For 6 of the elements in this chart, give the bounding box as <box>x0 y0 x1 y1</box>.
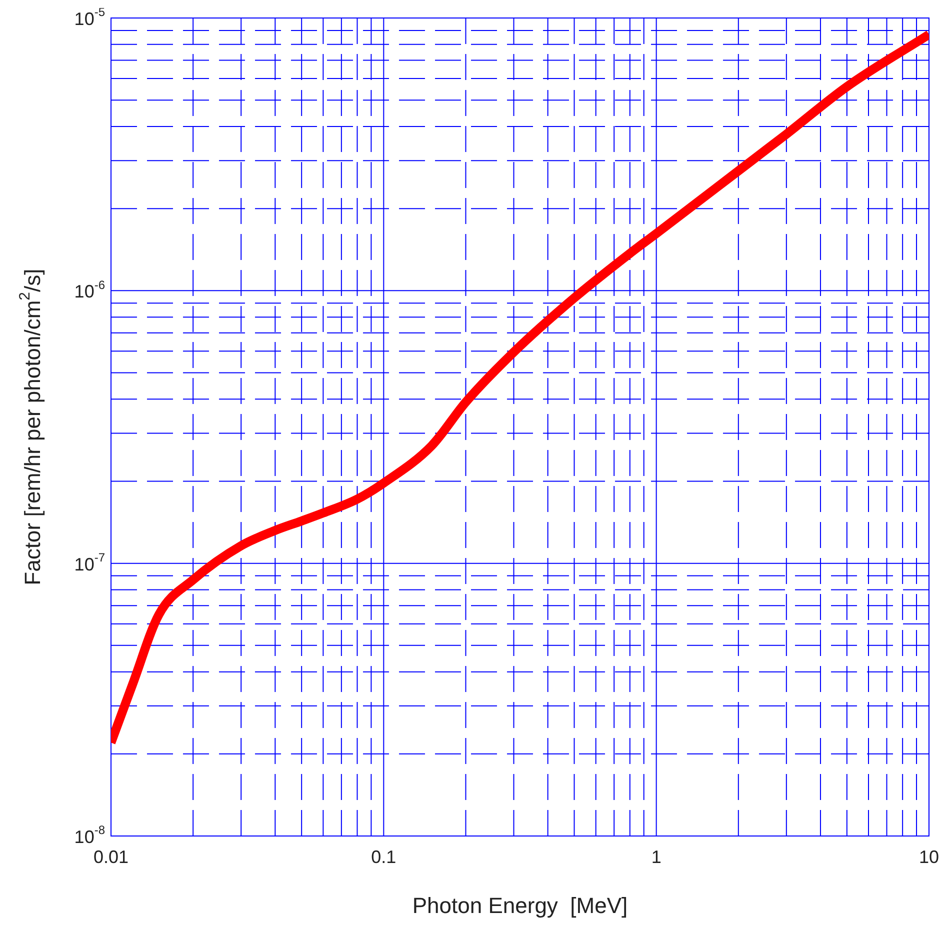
x-tick-label: 0.1 <box>371 846 396 867</box>
x-tick-label: 1 <box>651 846 662 867</box>
y-axis-title: Factor [rem/hr per photon/cm2/s] <box>16 268 46 586</box>
x-axis-title: Photon Energy [MeV] <box>412 892 628 918</box>
x-tick-label: 0.01 <box>93 846 129 867</box>
x-tick-label: 10 <box>918 846 940 867</box>
